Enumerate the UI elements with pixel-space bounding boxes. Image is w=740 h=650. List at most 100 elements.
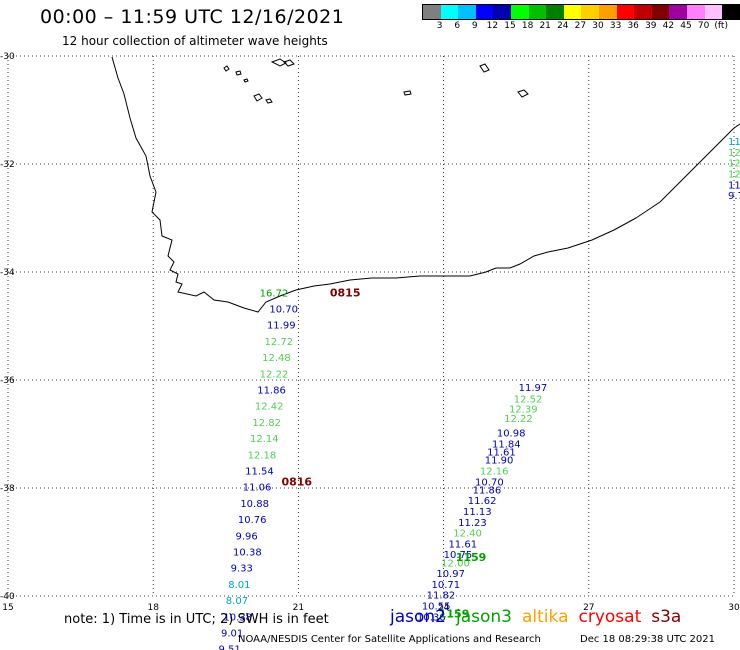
wave-height-value: 11.84: [492, 440, 521, 451]
color-swatch: [651, 5, 670, 19]
color-scale-label: 36: [627, 21, 639, 31]
wave-height-value: 12.48: [262, 353, 291, 364]
wave-height-value: 11.91: [728, 180, 740, 191]
wave-height-value: 12.72: [265, 337, 294, 348]
color-swatch: [563, 5, 582, 19]
wave-height-value: 10.76: [238, 515, 267, 526]
observation-labels: 16.72 10.70 11.99 12.72 12.48 12.22 11.86 12.42…: [219, 137, 740, 650]
longitude-tick-label: 24: [438, 603, 450, 613]
wave-height-value: 11.23: [728, 137, 740, 148]
latitude-tick-label: -30: [0, 52, 15, 62]
color-scale-label: 42: [662, 21, 675, 31]
wave-height-value: 10.97: [436, 569, 465, 580]
pass-time-label: 0816: [281, 475, 312, 488]
wave-height-value: 12.22: [504, 414, 533, 425]
island-6: [270, 58, 287, 67]
map-title: 00:00 – 11:59 UTC 12/16/2021: [40, 6, 345, 28]
wave-height-value: 11.99: [267, 321, 296, 332]
color-scale-label: 18: [521, 21, 534, 31]
footnote: note: 1) Time is in UTC; 2) SWH is in fe…: [64, 612, 329, 627]
color-scale-label: 15: [504, 21, 516, 31]
color-swatch: [528, 5, 547, 19]
legend-entry-s3a: s3a: [651, 607, 682, 627]
wave-height-value: 10.36: [417, 612, 446, 623]
wave-height-value: 10.88: [240, 499, 269, 510]
pass-time-label: 0815: [330, 286, 361, 299]
color-scale-label: 39: [645, 21, 657, 31]
wave-height-value: 10.70: [475, 477, 504, 488]
wave-height-value: 12.14: [250, 434, 279, 445]
wave-height-value: 11.86: [473, 485, 502, 496]
generation-timestamp: Dec 18 08:29:38 UTC 2021: [580, 634, 715, 645]
pass-time-label: 1159: [439, 608, 470, 621]
wave-height-value: 11.90: [485, 456, 514, 467]
wave-height-value: 11.62: [468, 496, 497, 507]
color-scale-labels: 3 6 9 12 15 18 21 24 27 30 33 36 39 42 45 70 (ft): [422, 21, 740, 35]
color-swatch: [493, 5, 511, 19]
island-9: [517, 89, 529, 98]
color-swatch: [686, 5, 705, 19]
wave-height-value: 10.75: [444, 550, 473, 561]
longitude-tick-label: 27: [583, 603, 594, 613]
wave-height-value: 9.01: [221, 629, 243, 640]
color-swatch: [475, 5, 494, 19]
legend-entry-cryosat: cryosat: [578, 607, 642, 627]
wave-height-value: 12.00: [441, 558, 470, 569]
pass-time-label: 1159: [456, 551, 487, 564]
island-7: [283, 59, 295, 67]
longitude-tick-label: 21: [293, 603, 304, 613]
longitude-tick-label: 30: [728, 603, 740, 613]
color-swatch: [704, 5, 723, 19]
latitude-tick-label: -32: [0, 160, 15, 170]
color-swatch: [722, 5, 740, 19]
wave-height-value: 12.39: [509, 404, 538, 415]
island-3: [243, 78, 249, 83]
color-scale-label: 21: [539, 21, 551, 31]
wave-height-value: 9.75: [728, 191, 740, 202]
legend-entry-jason3: jason3: [456, 607, 512, 627]
color-swatch: [598, 5, 617, 19]
longitude-tick-label: 18: [147, 603, 159, 613]
color-scale-label: 27: [574, 21, 587, 31]
wave-height-value: 11.61: [448, 539, 477, 550]
latitude-tick-label: -36: [0, 376, 15, 386]
island-4: [253, 93, 263, 102]
wave-height-value: 11.06: [243, 483, 272, 494]
wave-height-value: 11.86: [257, 386, 286, 397]
color-swatch: [458, 5, 476, 19]
wave-height-value: 11.97: [519, 383, 548, 394]
island-1: [223, 65, 230, 72]
color-swatch: [616, 5, 635, 19]
wave-height-value: 12.82: [252, 418, 281, 429]
island-5: [265, 98, 273, 104]
wave-height-value: 9.33: [231, 564, 253, 575]
island-8: [479, 63, 490, 73]
wave-height-value: 12.63: [728, 148, 740, 159]
wave-height-value: 12.18: [248, 450, 277, 461]
color-swatch: [546, 5, 564, 19]
wave-height-value: 12.52: [514, 395, 543, 406]
color-scale-bar: [422, 4, 740, 20]
wave-height-value: 10.71: [432, 580, 461, 591]
color-swatch: [669, 5, 687, 19]
latitude-tick-label: -38: [0, 484, 15, 494]
map-subtitle: 12 hour collection of altimeter wave hei…: [62, 34, 328, 48]
coastline-south-africa: [111, 56, 740, 313]
wave-height-value: 12.39: [728, 159, 740, 170]
wave-height-value: 8.07: [226, 596, 248, 607]
color-swatch: [510, 5, 529, 19]
wave-height-value: 11.54: [245, 467, 274, 478]
wave-height-value: 12.42: [255, 402, 284, 413]
island-10: [403, 90, 412, 96]
axis-tick-labels: 15 18 21 24 27 30 -30 -32 -34 -36 -38 -40: [0, 52, 740, 613]
wave-height-value: 12.40: [453, 529, 482, 540]
coastline: [111, 56, 740, 313]
wave-height-value: 12.22: [260, 369, 289, 380]
color-scale-label: 9: [471, 21, 478, 31]
wave-height-value: 11.13: [463, 507, 492, 518]
time-labels: 0815 0816 1159 1159: [281, 286, 486, 620]
wave-height-value: 11.61: [487, 448, 516, 459]
wave-height-value: 9.96: [235, 531, 257, 542]
wave-height-value: 11.82: [427, 591, 456, 602]
